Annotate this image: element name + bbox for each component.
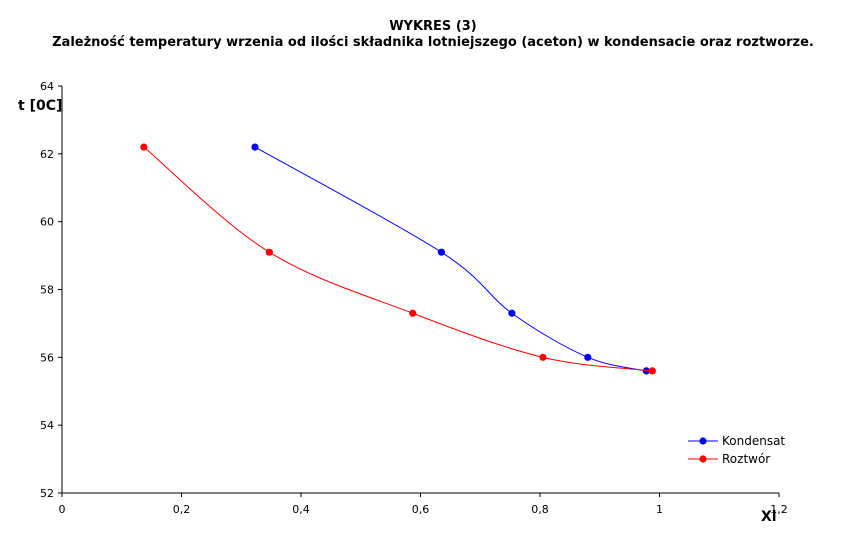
data-point-kondensat	[437, 248, 446, 256]
x-tick-label: 0,8	[531, 503, 549, 516]
legend-label-roztw-r: Roztwór	[722, 452, 770, 466]
series-line-roztw-r	[143, 146, 653, 372]
data-point-kondensat	[508, 309, 516, 317]
x-tick-label: 0,4	[292, 503, 310, 516]
y-tick-label: 64	[40, 80, 54, 93]
x-tick-label: 0,2	[173, 503, 191, 516]
data-point-kondensat	[251, 143, 259, 151]
y-tick-label: 56	[40, 351, 54, 364]
x-tick-label: 0	[59, 503, 66, 516]
y-axis-label: t [0C]	[18, 98, 62, 114]
legend-marker-roztw-r	[699, 455, 707, 463]
data-point-roztw-r	[539, 353, 547, 361]
y-tick-label: 62	[40, 148, 54, 161]
legend-label-kondensat: Kondensat	[722, 434, 785, 448]
x-tick-label: 0,6	[412, 503, 430, 516]
data-point-roztw-r	[265, 248, 273, 256]
chart-subtitle: Zależność temperatury wrzenia od ilości …	[52, 35, 814, 50]
y-tick-label: 60	[40, 216, 54, 229]
legend-marker-kondensat	[699, 437, 707, 445]
y-tick-label: 54	[40, 419, 54, 432]
x-tick-label: 1,2	[770, 503, 788, 516]
y-tick-label: 58	[40, 284, 54, 297]
y-tick-label: 52	[40, 487, 54, 500]
data-point-roztw-r	[409, 309, 417, 317]
x-axis-label: Xl	[761, 509, 777, 525]
data-point-roztw-r	[648, 367, 656, 375]
data-point-kondensat	[642, 367, 650, 375]
data-point-kondensat	[584, 353, 592, 361]
x-tick-label: 1	[656, 503, 663, 516]
data-point-roztw-r	[140, 143, 148, 151]
series-line-kondensat	[254, 146, 647, 372]
chart-title: WYKRES (3)	[389, 19, 477, 34]
